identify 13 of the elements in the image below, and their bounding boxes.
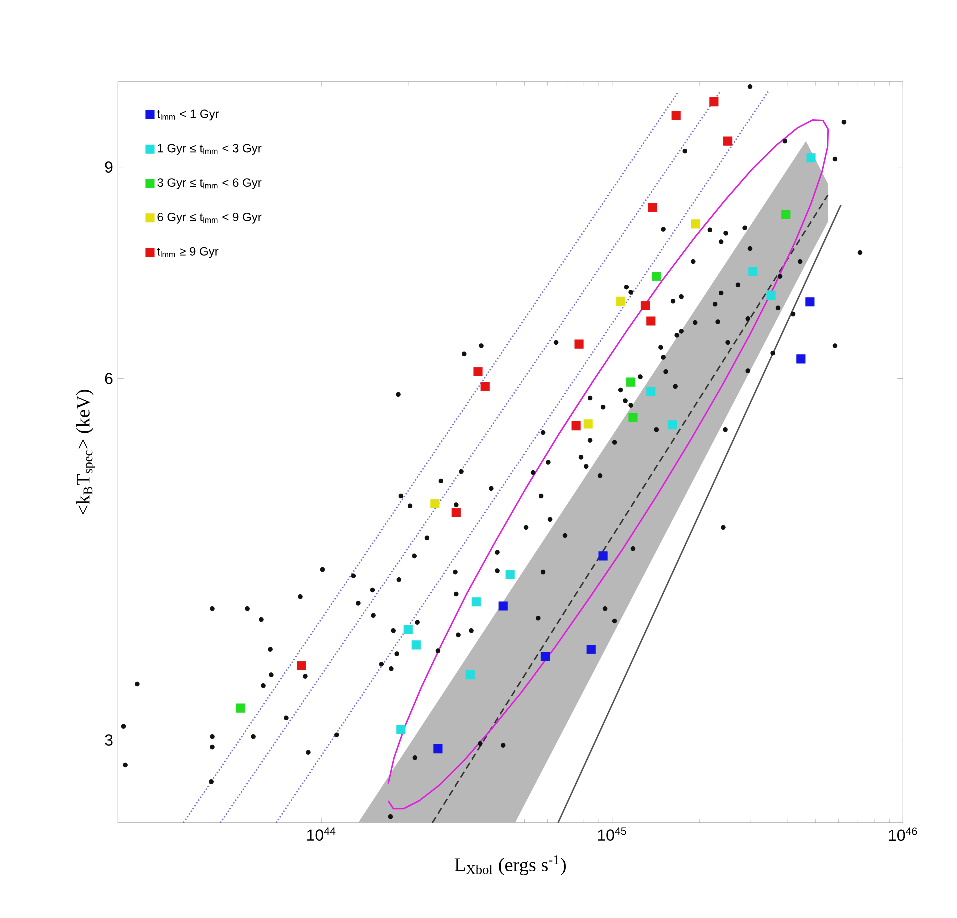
x-tick-label: 10$^{45}$: [598, 828, 626, 841]
x-tick-label: 10$^{46}$: [889, 828, 918, 842]
x-axis-title: L$_{Xbol}$ (ergs s$^{-1}$): [455, 856, 566, 876]
y-axis-title: <k$_{B}$T$_{spec}$> (keV): [76, 390, 96, 515]
x-tick-label: 10$^{44}$: [308, 828, 336, 841]
legend-label: 3 Gyr ≤ t$_{lmm}$ < 6 Gyr: [158, 178, 262, 190]
legend-label: 1 Gyr ≤ t$_{lmm}$ < 3 Gyr: [158, 144, 262, 156]
y-tick-label: 3: [105, 734, 113, 746]
legend-label: t$_{lmm}$ ≥ 9 Gyr: [157, 247, 219, 258]
y-tick-label: 9: [105, 162, 113, 173]
y-tick-label: 6: [105, 373, 113, 384]
legend-label: 6 Gyr ≤ t$_{lmm}$ < 9 Gyr: [158, 212, 262, 224]
legend-label: t$_{lmm}$ < 1 Gyr: [157, 110, 220, 121]
